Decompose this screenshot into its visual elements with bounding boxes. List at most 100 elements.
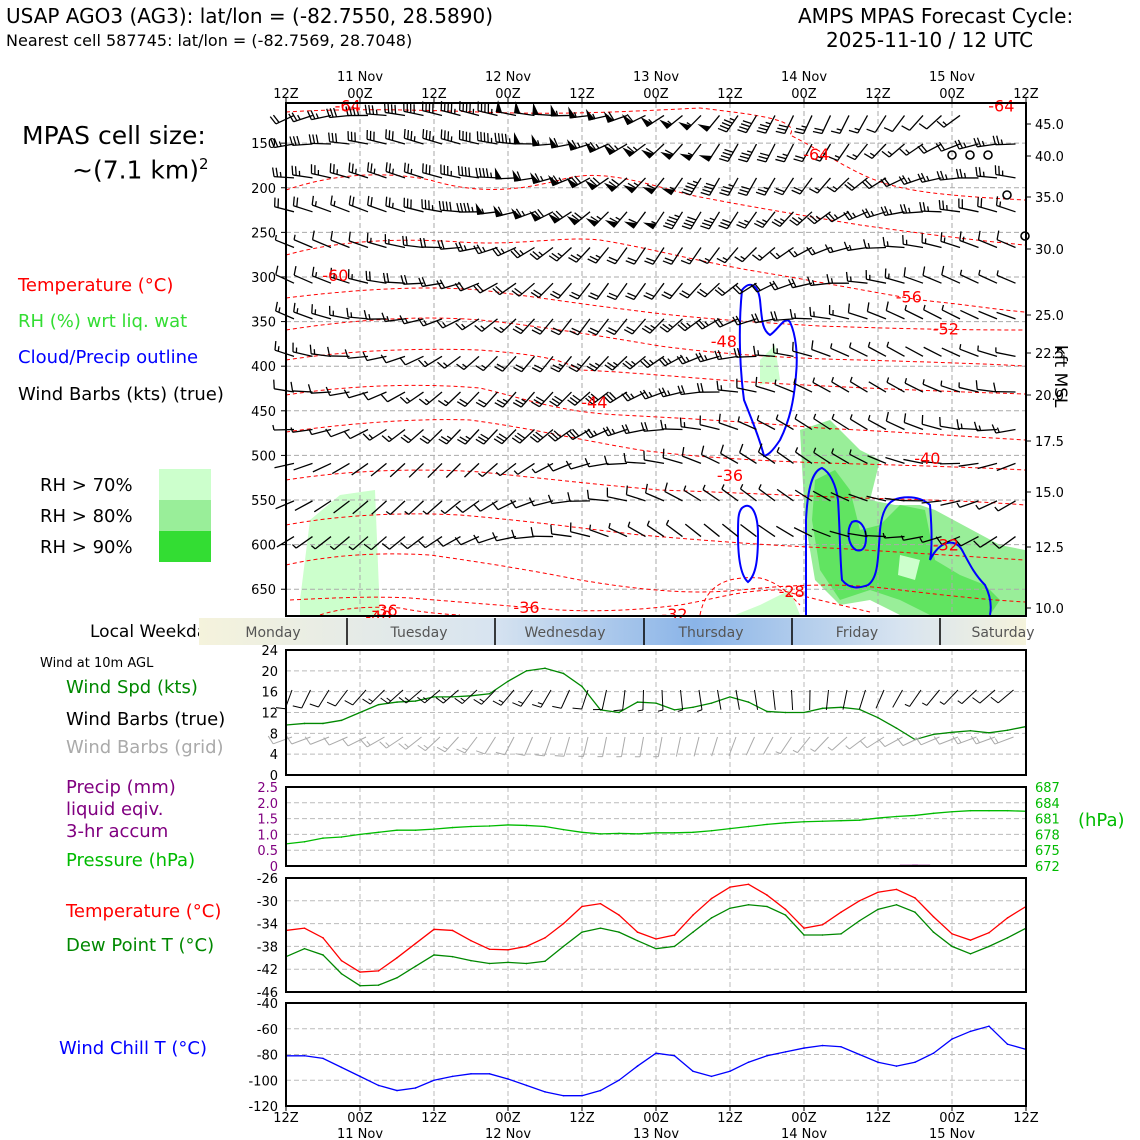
ytick-label: 1.5 <box>257 813 278 828</box>
dewpoint-line-point <box>451 955 454 958</box>
barb-full <box>529 436 538 443</box>
temperature-frame <box>285 877 1027 993</box>
barb-full <box>455 242 460 252</box>
barb-staff <box>445 462 461 478</box>
barb-staff <box>551 500 572 505</box>
barb-full <box>456 748 466 754</box>
barb-full <box>735 285 744 293</box>
barb-staff <box>866 736 885 749</box>
barb-full <box>311 195 315 206</box>
pressure-tick-label: 450 <box>251 405 276 420</box>
cycle-line2: 2025-11-10 / 12 UTC <box>826 28 1034 52</box>
barb-staff <box>711 736 718 757</box>
wind-speed-line-point <box>692 706 694 709</box>
barb-half <box>461 323 466 329</box>
barb-staff <box>997 500 1016 512</box>
barb-full <box>737 192 747 196</box>
barb-flag <box>548 174 559 187</box>
barb-half <box>477 472 483 478</box>
barb-full <box>956 419 960 429</box>
barb-full <box>585 397 593 405</box>
barb-flag <box>532 102 540 116</box>
barb-full <box>756 220 766 226</box>
barb-half <box>296 308 299 314</box>
barb-full <box>681 446 685 457</box>
barb-full <box>902 235 904 245</box>
barb-half <box>442 746 448 750</box>
barb-staff <box>978 274 998 284</box>
temperature-line-point <box>507 949 509 951</box>
temperature-line-point <box>359 971 361 973</box>
ytick-label: -46 <box>257 986 278 1001</box>
barb-staff <box>275 274 295 284</box>
pressure-line-point <box>414 829 417 831</box>
barb-full <box>716 317 724 327</box>
barb-full <box>980 198 983 208</box>
barb-full <box>973 421 978 431</box>
barb-staff <box>923 346 942 357</box>
barb-full <box>714 289 723 297</box>
barb-staff <box>868 381 887 393</box>
barb-staff <box>666 524 683 538</box>
barb-full <box>307 110 313 120</box>
barb-full <box>658 388 664 398</box>
cell-size-text: ~(7.1 km) <box>72 155 199 185</box>
barb-full <box>370 163 373 173</box>
barb-half <box>540 175 544 181</box>
barb-full <box>341 738 349 747</box>
barb-flag <box>622 147 635 157</box>
barb-half <box>692 180 699 184</box>
weekday-name: Wednesday <box>524 625 605 641</box>
barb-half <box>797 216 803 222</box>
barb-full <box>828 212 836 221</box>
barb-full <box>403 128 406 139</box>
top-hour-label: 00Z <box>791 87 817 102</box>
barb-half <box>904 304 908 311</box>
barb-full <box>587 395 596 403</box>
barb-full <box>625 260 635 265</box>
weekday-name: Tuesday <box>390 625 448 641</box>
barb-full <box>624 391 632 400</box>
barb-full <box>920 172 926 182</box>
barb-half <box>887 151 893 156</box>
barb-half <box>870 210 875 216</box>
barb-full <box>565 432 574 440</box>
barb-half <box>308 429 313 435</box>
pressure-line-point <box>377 831 380 834</box>
barb-staff <box>921 500 942 504</box>
barb-full <box>379 741 387 749</box>
barb-staff <box>275 500 295 510</box>
barb-full <box>866 302 870 312</box>
barb-full <box>645 147 655 155</box>
windchill-line-point <box>581 1094 583 1097</box>
pressure-line-point <box>618 832 620 835</box>
barb-half <box>746 150 753 154</box>
ytick-label: 0.5 <box>257 844 278 859</box>
barb-full <box>366 162 370 172</box>
dewpoint-line-point <box>655 947 657 950</box>
barb-staff <box>884 497 905 502</box>
barb-full <box>515 753 525 756</box>
barb-half <box>1000 139 1004 145</box>
barb-full <box>787 249 795 258</box>
pressure-line-point <box>710 829 713 832</box>
barb-full <box>292 705 302 709</box>
barb-flag <box>494 167 503 180</box>
barb-staff <box>424 536 443 549</box>
barb-full <box>497 133 501 143</box>
barb-full <box>787 279 794 288</box>
barb-half <box>576 253 582 258</box>
barb-full <box>348 195 352 205</box>
barb-full <box>698 320 706 328</box>
wind-barbs-grid-label: Wind Barbs (grid) <box>66 737 224 758</box>
ytick-label: 1.0 <box>257 828 278 843</box>
barb-full <box>720 221 730 227</box>
barb-full <box>627 292 637 298</box>
barb-staff <box>926 114 942 130</box>
temperature-contours <box>285 107 1026 616</box>
barb-half <box>763 186 769 190</box>
legend-wind: Wind Barbs (kts) (true) <box>18 384 224 405</box>
barb-full <box>570 254 580 261</box>
barb-full <box>571 139 578 149</box>
dewpoint-line-point <box>858 919 861 922</box>
